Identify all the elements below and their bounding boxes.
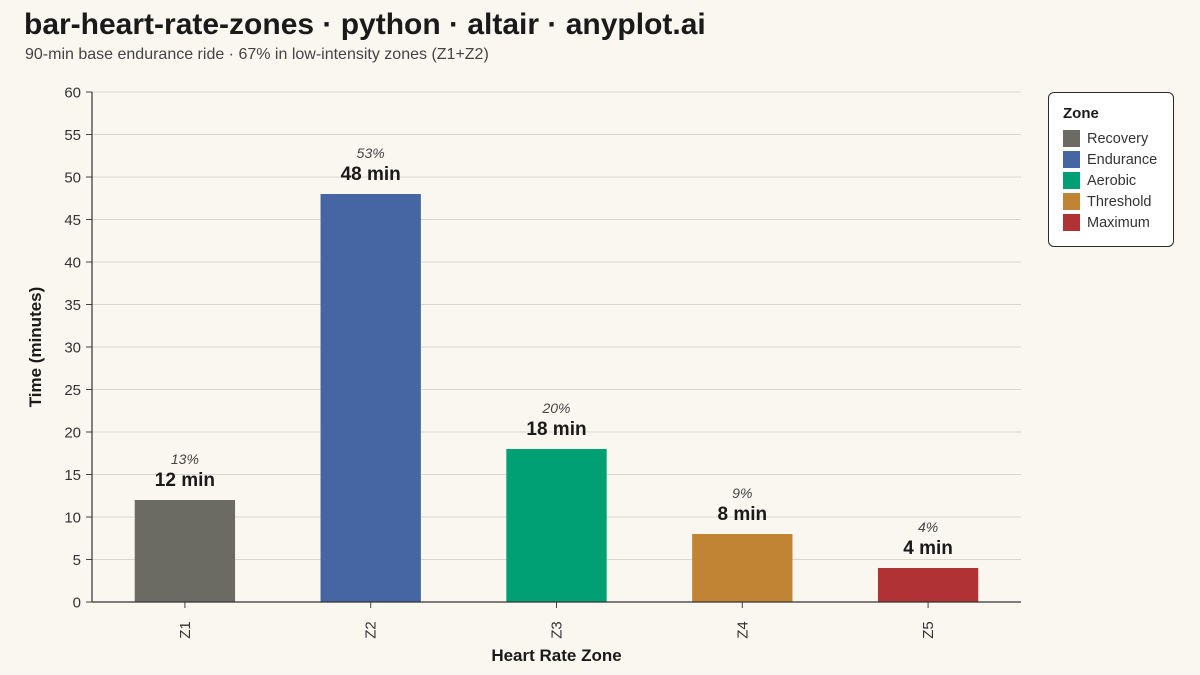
y-tick-label: 0 [73, 595, 81, 612]
y-tick-label: 15 [64, 467, 81, 484]
chart-title: bar-heart-rate-zones · python · altair ·… [24, 8, 706, 41]
y-tick-label: 50 [64, 170, 81, 187]
legend-label-recovery: Recovery [1087, 130, 1149, 147]
x-tick-label: Z3 [549, 621, 566, 639]
legend-label-endurance: Endurance [1087, 151, 1158, 168]
value-label: 8 min [717, 504, 767, 525]
legend-label-threshold: Threshold [1087, 193, 1152, 210]
legend-swatch-recovery [1063, 130, 1080, 147]
legend-swatch-threshold [1063, 193, 1080, 210]
value-label: 4 min [903, 538, 953, 559]
legend-item-maximum: Maximum [1063, 212, 1159, 233]
value-label: 18 min [526, 419, 586, 440]
y-tick-label: 35 [64, 297, 81, 314]
y-tick-label: 40 [64, 255, 81, 272]
value-label: 48 min [341, 164, 401, 185]
y-axis-title: Time (minutes) [26, 287, 45, 408]
legend: Zone Recovery Endurance Aerobic Threshol… [1048, 92, 1174, 247]
legend-label-maximum: Maximum [1087, 214, 1150, 231]
x-tick-label: Z1 [177, 621, 194, 639]
y-tick-label: 45 [64, 212, 81, 229]
percent-label: 13% [171, 451, 199, 467]
x-tick-label: Z5 [920, 621, 937, 639]
legend-item-aerobic: Aerobic [1063, 170, 1159, 191]
percent-label: 9% [732, 485, 752, 501]
bar-z1 [134, 500, 236, 602]
bar-z2 [320, 194, 421, 602]
y-tick-label: 55 [64, 127, 81, 144]
legend-item-threshold: Threshold [1063, 191, 1159, 212]
y-tick-label: 60 [64, 85, 81, 102]
legend-swatch-aerobic [1063, 172, 1080, 189]
value-label: 12 min [155, 470, 215, 491]
x-tick-label: Z4 [734, 621, 751, 639]
bar-z4 [692, 534, 793, 602]
legend-item-endurance: Endurance [1063, 149, 1159, 170]
y-tick-label: 25 [64, 382, 81, 399]
chart-subtitle: 90-min base endurance ride · 67% in low-… [25, 46, 489, 63]
y-tick-label: 10 [64, 510, 81, 527]
legend-title: Zone [1063, 105, 1099, 122]
legend-label-aerobic: Aerobic [1087, 172, 1137, 189]
percent-label: 53% [357, 145, 385, 161]
bar-z3 [506, 449, 607, 602]
percent-label: 20% [541, 400, 570, 416]
legend-swatch-endurance [1063, 151, 1080, 168]
legend-swatch-maximum [1063, 214, 1080, 231]
y-tick-label: 20 [64, 425, 81, 442]
y-tick-label: 30 [64, 340, 81, 357]
x-axis-title: Heart Rate Zone [491, 646, 621, 665]
y-tick-label: 5 [73, 552, 81, 569]
percent-label: 4% [918, 519, 938, 535]
bar-z5 [877, 568, 979, 602]
x-tick-label: Z2 [363, 621, 380, 639]
legend-item-recovery: Recovery [1063, 128, 1159, 149]
